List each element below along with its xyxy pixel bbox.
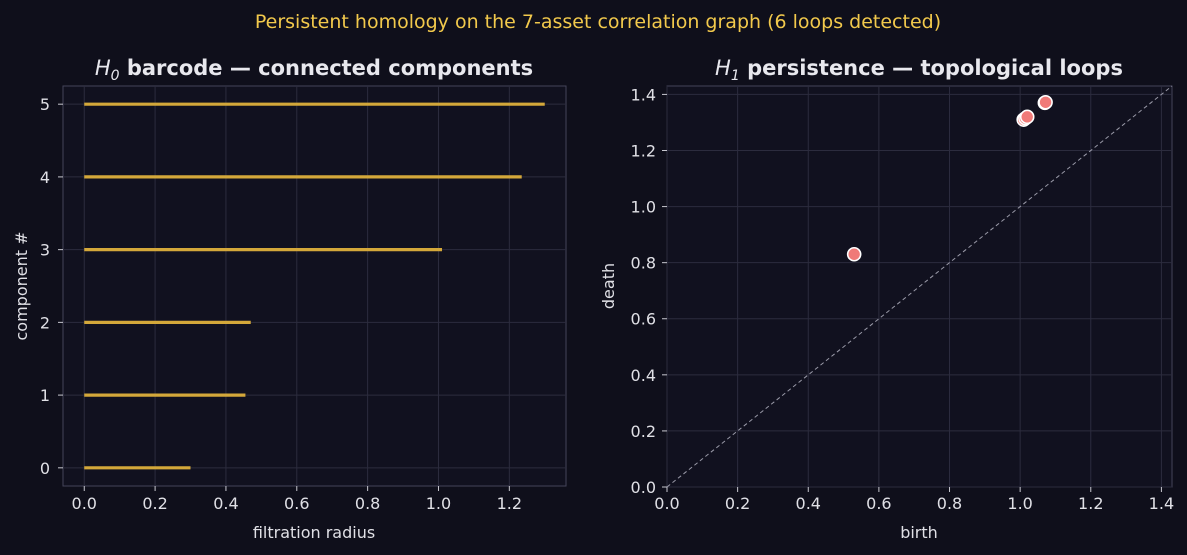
h1-grid bbox=[666, 86, 1172, 488]
h1-point bbox=[846, 246, 862, 262]
h0-bars bbox=[84, 102, 545, 470]
h0-y-axis-label: component # bbox=[12, 231, 31, 340]
h1-y-axis-label: death bbox=[599, 263, 618, 309]
h1-y-tick-label: 0.4 bbox=[631, 366, 656, 385]
figure-suptitle: Persistent homology on the 7-asset corre… bbox=[255, 11, 941, 33]
h0-x-tick-label: 0.2 bbox=[142, 494, 167, 513]
h1-y-ticks: 0.0 0.2 0.4 0.6 0.8 1.0 1.2 1.4 bbox=[631, 85, 667, 497]
h1-y-tick-label: 1.0 bbox=[631, 198, 656, 217]
h1-x-tick-label: 0.0 bbox=[654, 494, 679, 513]
h0-panel-title: H0 barcode — connected components bbox=[95, 56, 533, 84]
h0-x-tick-label: 1.2 bbox=[497, 494, 522, 513]
h1-x-tick-label: 0.4 bbox=[796, 494, 821, 513]
h1-y-tick-label: 0.6 bbox=[631, 310, 656, 329]
h0-y-tick-label: 0 bbox=[40, 459, 50, 478]
h1-y-tick-label: 0.0 bbox=[631, 478, 656, 497]
h0-x-tick-label: 0.0 bbox=[72, 494, 97, 513]
h1-persistence-panel: H1 persistence — topological loops 0.0 0.… bbox=[599, 56, 1174, 542]
h1-diagonal bbox=[666, 85, 1173, 488]
h1-x-ticks: 0.0 0.2 0.4 0.6 0.8 1.0 1.2 1.4 bbox=[654, 487, 1174, 513]
h1-point bbox=[1019, 109, 1035, 125]
h0-x-tick-label: 0.8 bbox=[355, 494, 380, 513]
h0-x-tick-label: 0.6 bbox=[284, 494, 309, 513]
h1-x-tick-label: 1.4 bbox=[1149, 494, 1174, 513]
h0-y-ticks: 0 1 2 3 4 5 bbox=[40, 95, 63, 478]
h1-point bbox=[1038, 94, 1053, 110]
h1-x-tick-label: 1.2 bbox=[1078, 494, 1103, 513]
h1-diagonal-line bbox=[666, 85, 1173, 488]
h0-x-tick-label: 1.0 bbox=[426, 494, 451, 513]
h1-points bbox=[846, 94, 1053, 262]
h0-y-tick-label: 5 bbox=[40, 95, 50, 114]
h0-barcode-panel: H0 barcode — connected components 0.0 0.2… bbox=[12, 56, 567, 542]
h1-x-tick-label: 1.0 bbox=[1007, 494, 1032, 513]
h1-y-tick-label: 0.2 bbox=[631, 422, 656, 441]
h1-x-tick-label: 0.8 bbox=[937, 494, 962, 513]
h0-y-tick-label: 4 bbox=[40, 168, 50, 187]
h1-y-tick-label: 1.4 bbox=[631, 85, 656, 104]
h0-x-ticks: 0.0 0.2 0.4 0.6 0.8 1.0 1.2 bbox=[72, 486, 522, 513]
h0-x-axis-label: filtration radius bbox=[253, 523, 375, 542]
h1-panel-title: H1 persistence — topological loops bbox=[715, 56, 1123, 84]
h0-x-tick-label: 0.4 bbox=[213, 494, 238, 513]
h1-y-tick-label: 1.2 bbox=[631, 141, 656, 160]
h0-plot-area bbox=[62, 85, 567, 487]
h1-x-axis-label: birth bbox=[900, 523, 938, 542]
h1-x-tick-label: 0.6 bbox=[866, 494, 891, 513]
h0-y-tick-label: 2 bbox=[40, 313, 50, 332]
h1-x-tick-label: 0.2 bbox=[725, 494, 750, 513]
h0-y-tick-label: 3 bbox=[40, 241, 50, 260]
h1-y-tick-label: 0.8 bbox=[631, 254, 656, 273]
h0-y-tick-label: 1 bbox=[40, 386, 50, 405]
